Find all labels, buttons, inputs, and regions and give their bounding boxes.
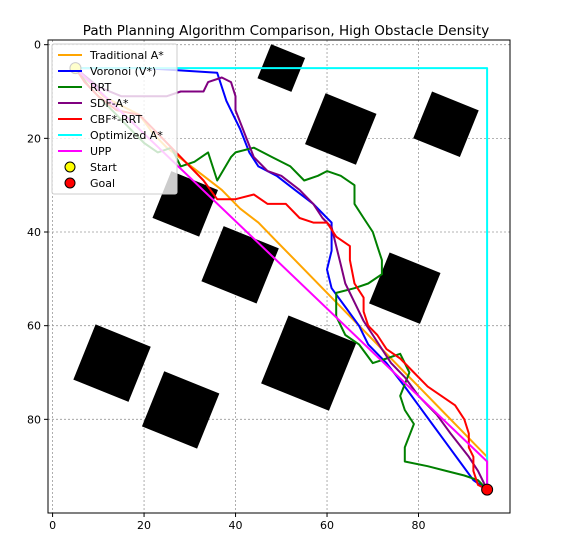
legend-label: RRT [90,81,111,94]
y-tick-label: 60 [27,320,41,333]
legend-label: Goal [90,177,115,190]
series-line [74,67,489,491]
x-tick-label: 40 [229,519,243,532]
series-line [74,67,489,491]
x-tick-label: 0 [49,519,56,532]
plot-frame [47,39,511,514]
y-tick-label: 80 [27,413,41,426]
chart-title: Path Planning Algorithm Comparison, High… [83,23,489,39]
legend-label: Start [90,161,118,174]
legend-swatch [64,177,76,189]
series-line [74,67,489,491]
y-tick-label: 40 [27,226,41,239]
x-tick-label: 80 [412,519,426,532]
legend-label: Optimized A* [90,129,163,142]
legend-label: CBF*-RRT [90,113,143,126]
series-line [74,67,489,491]
x-tick-label: 60 [320,519,334,532]
obstacle [141,371,220,449]
legend-label: Traditional A* [89,49,164,62]
legend-label: SDF-A* [90,97,129,110]
legend: Traditional A* Voronoi (V*) RRT SDF-A* CBF*-… [51,43,178,195]
legend-swatch [64,161,76,173]
series-line [74,67,489,491]
obstacle [73,324,151,402]
obstacle [261,315,357,411]
goal-marker [481,483,494,496]
legend-label: Voronoi (V*) [90,65,156,78]
y-tick-label: 20 [27,132,41,145]
plot-area: 0 20 40 60 80 0 20 40 60 80 [27,39,511,532]
legend-label: UPP [90,145,112,158]
y-tick-label: 0 [34,39,41,52]
obstacle [305,93,377,165]
x-tick-label: 20 [137,519,151,532]
legend-box [51,43,178,195]
obstacle [413,91,479,158]
obstacle [201,226,279,304]
obstacle [369,252,441,324]
series-line [74,67,489,491]
